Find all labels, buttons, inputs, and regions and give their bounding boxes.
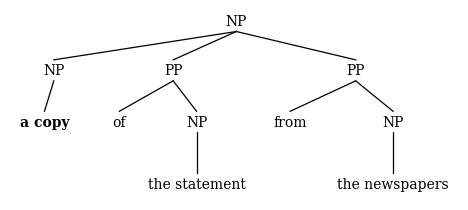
Text: of: of [113, 116, 126, 130]
Text: the statement: the statement [147, 178, 246, 192]
Text: a copy: a copy [20, 116, 69, 130]
Text: the newspapers: the newspapers [337, 178, 449, 192]
Text: NP: NP [382, 116, 404, 130]
Text: NP: NP [186, 116, 207, 130]
Text: NP: NP [226, 15, 247, 29]
Text: PP: PP [346, 64, 365, 78]
Text: PP: PP [164, 64, 183, 78]
Text: NP: NP [43, 64, 65, 78]
Text: from: from [273, 116, 307, 130]
